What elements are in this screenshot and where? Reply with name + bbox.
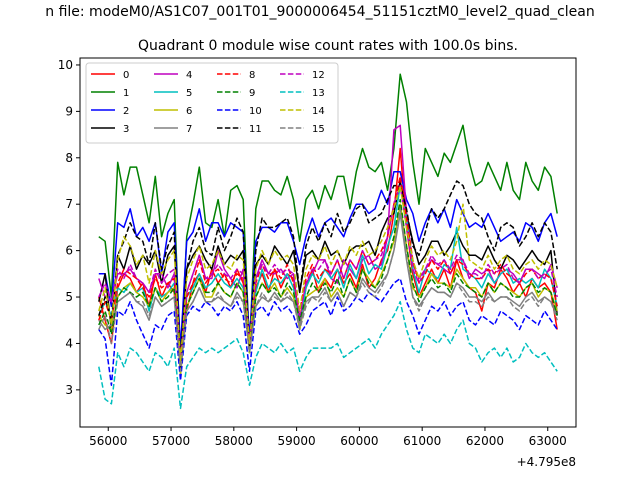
series-line-10 [98, 277, 558, 386]
plot-area [98, 73, 558, 410]
series-line-13 [98, 300, 558, 410]
x-tick-label: 58000 [215, 434, 253, 448]
chart-title: Quadrant 0 module wise count rates with … [138, 38, 518, 54]
y-tick-label: 8 [65, 151, 73, 165]
legend-label-6: 6 [186, 106, 192, 117]
legend-label-14: 14 [312, 106, 325, 117]
x-axis-offset-label: +4.795e8 [517, 455, 576, 469]
legend-label-11: 11 [249, 124, 262, 135]
legend-label-13: 13 [312, 88, 325, 99]
series-line-11 [98, 180, 558, 368]
y-tick-label: 10 [58, 58, 73, 72]
series-line-12 [98, 184, 558, 363]
x-tick-label: 56000 [89, 434, 127, 448]
x-axis: 56000 57000 58000 59000 60000 61000 62000 63000 [89, 427, 567, 448]
series-line-9 [98, 198, 558, 363]
x-tick-label: 60000 [340, 434, 378, 448]
x-tick-label: 62000 [466, 434, 504, 448]
legend-label-8: 8 [249, 70, 255, 81]
axes-frame [79, 57, 577, 428]
x-tick-label: 61000 [403, 434, 441, 448]
legend-label-5: 5 [186, 88, 192, 99]
y-axis: 3 4 5 6 7 8 9 10 [58, 58, 80, 397]
legend-label-9: 9 [249, 88, 255, 99]
y-tick-label: 5 [65, 290, 73, 304]
figure-suptitle: n file: modeM0/AS1C07_001T01_9000006454_… [45, 4, 594, 20]
legend-label-15: 15 [312, 124, 325, 135]
legend-label-0: 0 [123, 70, 129, 81]
series-line-1 [98, 73, 558, 363]
legend-box [85, 62, 339, 144]
series-line-8 [98, 175, 558, 359]
series-line-14 [98, 184, 558, 363]
legend-label-2: 2 [123, 106, 129, 117]
y-tick-label: 4 [65, 336, 73, 350]
legend-label-10: 10 [249, 106, 262, 117]
x-tick-label: 57000 [152, 434, 190, 448]
y-tick-label: 7 [65, 197, 73, 211]
series-line-15 [98, 208, 558, 373]
legend-label-3: 3 [123, 124, 129, 135]
y-tick-label: 3 [65, 383, 73, 397]
x-tick-label: 59000 [278, 434, 316, 448]
legend-label-4: 4 [186, 70, 192, 81]
legend-label-12: 12 [312, 70, 325, 81]
legend-label-1: 1 [123, 88, 129, 99]
y-tick-label: 9 [65, 104, 73, 118]
x-tick-label: 63000 [529, 434, 567, 448]
series-line-2 [98, 170, 558, 349]
legend-label-7: 7 [186, 124, 192, 135]
y-tick-label: 6 [65, 244, 73, 258]
